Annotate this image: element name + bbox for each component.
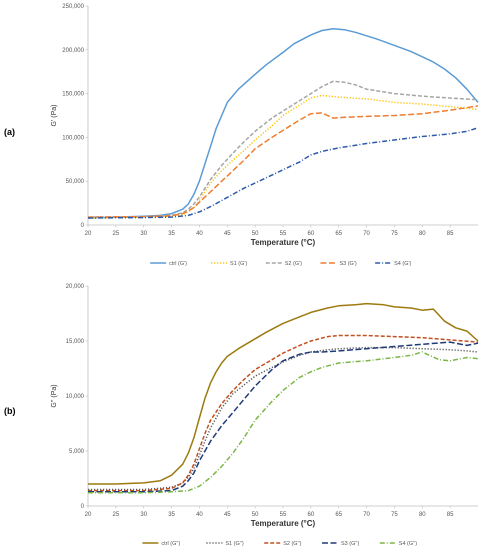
x-tick-label: 85 — [447, 512, 454, 518]
legend-label-3: S3 (G') — [339, 261, 356, 267]
legend-label-0: ctrl (G') — [169, 261, 187, 267]
legend: ctrl (G'') S1 (G'') S2 (G'') S3 (G'') S4 (G'… — [142, 541, 417, 547]
y-tick-label: 20,000 — [66, 284, 85, 290]
series-line-3 — [87, 105, 479, 218]
legend-label-3: S3 (G'') — [341, 541, 359, 547]
x-axis-title: Temperature (°C) — [251, 238, 316, 247]
x-tick-label: 20 — [85, 231, 92, 237]
series-line-0 — [88, 302, 479, 485]
panel-label: (a) — [4, 127, 15, 137]
x-tick-label: 55 — [280, 512, 287, 518]
y-tick-label: 10,000 — [66, 394, 85, 400]
y-axis-title: G'' (Pa) — [51, 384, 58, 407]
series-line-2 — [87, 80, 479, 218]
x-tick-label: 40 — [196, 512, 203, 518]
legend-label-4: S4 (G'') — [399, 541, 417, 547]
legend: ctrl (G') S1 (G') S2 (G') S3 (G') S4 (G') — [150, 261, 412, 267]
x-tick-label: 70 — [363, 231, 370, 237]
series-line-2 — [88, 334, 479, 492]
series-line-3 — [88, 341, 479, 493]
x-tick-label: 40 — [196, 231, 203, 237]
x-tick-label: 75 — [391, 512, 398, 518]
series-line-4 — [87, 127, 479, 219]
legend-label-1: S1 (G') — [230, 261, 247, 267]
y-tick-label: 50,000 — [66, 179, 85, 185]
x-tick-label: 25 — [113, 512, 120, 518]
y-tick-label: 5,000 — [69, 449, 85, 455]
x-axis-title: Temperature (°C) — [251, 519, 316, 528]
x-tick-label: 60 — [308, 231, 315, 237]
y-tick-label: 0 — [81, 504, 85, 510]
legend-label-2: S2 (G'') — [283, 541, 301, 547]
x-tick-label: 70 — [363, 512, 370, 518]
x-tick-label: 55 — [280, 231, 287, 237]
series-line-1 — [87, 94, 479, 219]
x-tick-label: 45 — [224, 231, 231, 237]
series-line-0 — [87, 28, 479, 219]
legend-label-4: S4 (G') — [394, 261, 411, 267]
y-tick-label: 100,000 — [62, 135, 84, 141]
legend-label-0: ctrl (G'') — [161, 541, 180, 547]
legend-label-2: S2 (G') — [285, 261, 302, 267]
x-tick-label: 65 — [335, 231, 342, 237]
x-tick-label: 30 — [140, 512, 147, 518]
series-line-4 — [88, 351, 479, 494]
x-tick-label: 75 — [391, 231, 398, 237]
x-tick-label: 35 — [168, 512, 175, 518]
x-tick-label: 25 — [113, 231, 120, 237]
x-tick-label: 30 — [140, 231, 147, 237]
x-tick-label: 85 — [447, 231, 454, 237]
x-tick-label: 50 — [252, 512, 259, 518]
x-tick-label: 35 — [168, 231, 175, 237]
y-tick-label: 150,000 — [62, 92, 84, 98]
series-line-1 — [88, 346, 479, 491]
x-tick-label: 65 — [335, 512, 342, 518]
x-tick-label: 60 — [308, 512, 315, 518]
x-tick-label: 20 — [85, 512, 92, 518]
x-tick-label: 80 — [419, 231, 426, 237]
legend-label-1: S1 (G'') — [225, 541, 243, 547]
x-tick-label: 45 — [224, 512, 231, 518]
y-tick-label: 200,000 — [62, 48, 84, 54]
x-tick-label: 80 — [419, 512, 426, 518]
y-tick-label: 250,000 — [62, 4, 84, 10]
chart-panel-1: 20 25 30 35 40 45 50 55 60 65 70 75 80 85 0 5,000 10,000… — [4, 284, 479, 547]
chart-panel-0: 20 25 30 35 40 45 50 55 60 65 70 75 80 85 0 50,000 100,0… — [4, 4, 479, 267]
y-tick-label: 0 — [81, 223, 85, 229]
y-tick-label: 15,000 — [66, 339, 85, 345]
y-axis-title: G' (Pa) — [51, 105, 58, 127]
panel-label: (b) — [4, 406, 16, 416]
x-tick-label: 50 — [252, 231, 259, 237]
